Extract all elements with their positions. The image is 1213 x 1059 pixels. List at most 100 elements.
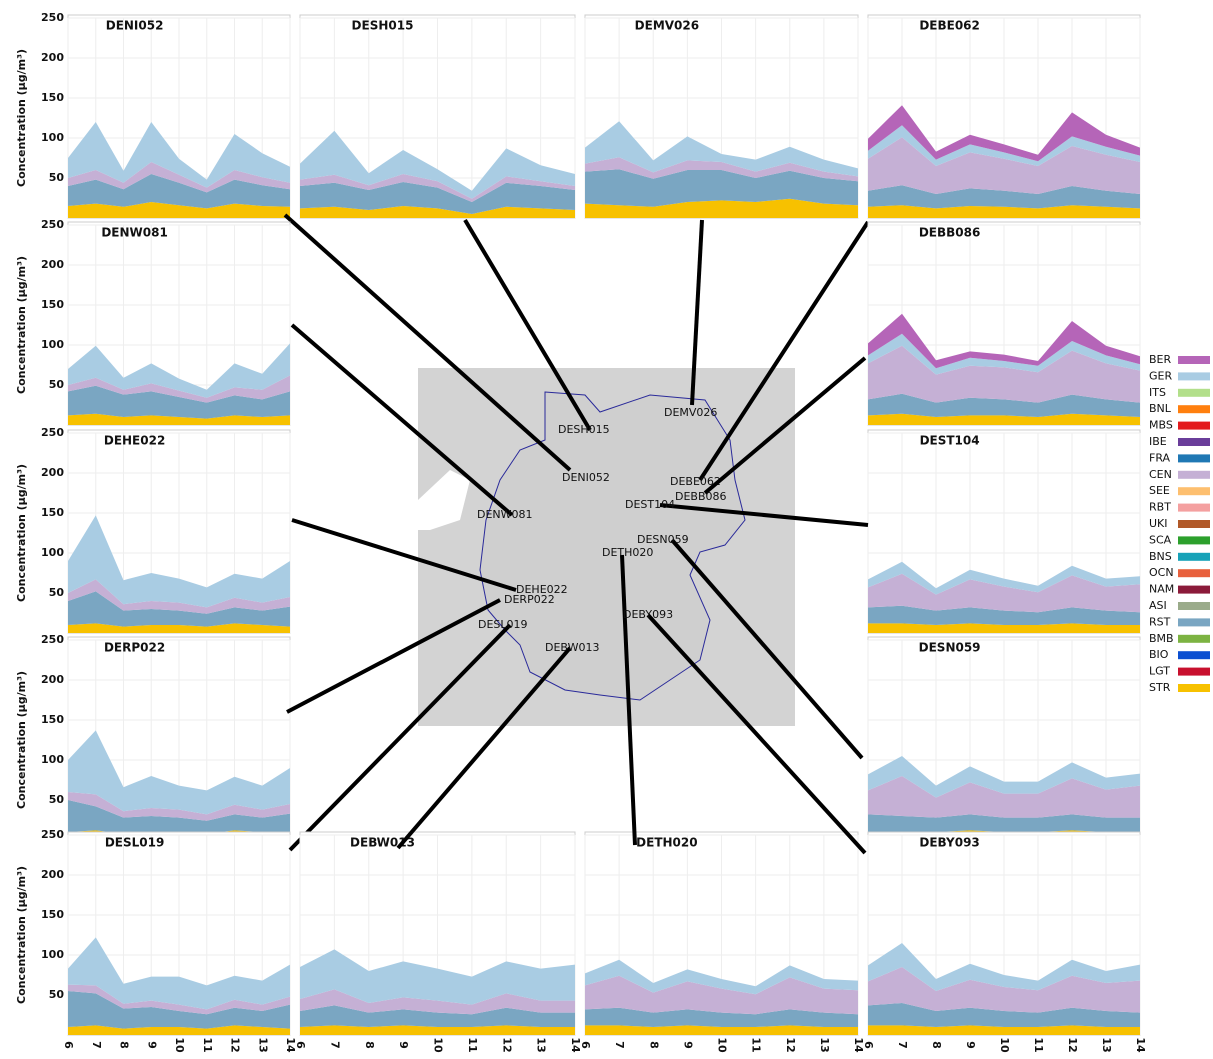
panel: 50 100 150 200 250 DEHE022 (41, 426, 291, 634)
legend-swatch (1178, 372, 1210, 381)
area (68, 122, 290, 188)
y-tick-label: 50 (49, 171, 65, 184)
x-tick-label: 12 (1066, 1037, 1079, 1052)
legend-swatch (1178, 421, 1210, 430)
area (68, 800, 290, 834)
y-axis-label: Concentration (µg/m³) (15, 464, 28, 602)
y-axis-label: Concentration (µg/m³) (15, 49, 28, 187)
legend-label: BER (1149, 353, 1171, 366)
connector (670, 538, 864, 760)
area (68, 413, 290, 425)
area (868, 185, 1140, 209)
x-tick-label: 10 (173, 1037, 186, 1053)
x-tick-label: 13 (535, 1037, 548, 1052)
area (68, 375, 290, 403)
area (585, 157, 858, 182)
area (868, 333, 1140, 375)
x-tick-label: 9 (681, 1041, 694, 1049)
area (585, 959, 858, 995)
x-tick-label: 6 (862, 1041, 875, 1049)
map-label: DEBW013 (545, 641, 599, 654)
area (868, 1025, 1140, 1035)
y-tick-label: 250 (41, 828, 64, 841)
map-label: DEMV026 (664, 406, 717, 419)
map-label: DENI052 (562, 471, 610, 484)
y-tick-label: 250 (41, 426, 64, 439)
area (868, 776, 1140, 818)
area (68, 730, 290, 815)
panel: DEMV026 (584, 14, 859, 219)
legend-label: STR (1149, 681, 1171, 694)
connector (620, 554, 637, 846)
legend-swatch (1178, 438, 1210, 446)
legend-swatch (1178, 552, 1210, 561)
legend-label: OCN (1149, 566, 1174, 579)
area (868, 573, 1140, 613)
y-tick-label: 50 (49, 378, 65, 391)
germany-outline (479, 391, 746, 701)
area (868, 205, 1140, 218)
panel: 6 7 8 9 10 11 12 13 14 DETH020 (579, 831, 865, 1053)
legend-swatch (1178, 618, 1210, 627)
legend-label: SEE (1149, 484, 1170, 497)
y-tick-label: 150 (41, 298, 64, 311)
area (68, 579, 290, 614)
panel-title: DESN059 (919, 641, 981, 655)
area (300, 206, 575, 218)
x-tick-label: 6 (62, 1041, 75, 1049)
panel-title: DEST104 (920, 434, 980, 448)
area (868, 561, 1140, 595)
connector (690, 219, 704, 406)
legend-swatch (1178, 536, 1210, 545)
legend-label: CEN (1149, 468, 1172, 481)
y-tick-label: 100 (41, 131, 64, 144)
y-tick-label: 200 (41, 673, 64, 686)
panel: DESN059 (867, 636, 1141, 841)
area (868, 345, 1140, 403)
area (68, 343, 290, 398)
legend-label: BMB (1149, 632, 1174, 645)
map-label: DEST104 (625, 498, 675, 511)
connector (646, 613, 867, 855)
area (300, 989, 575, 1015)
x-tick-label: 9 (397, 1041, 410, 1049)
x-tick-label: 14 (1134, 1037, 1147, 1053)
area (68, 202, 290, 218)
area (68, 937, 290, 1010)
connector (463, 218, 592, 432)
area (300, 130, 575, 199)
x-tick-label: 7 (896, 1041, 909, 1049)
map-label: DEHE022 (516, 583, 568, 596)
area (68, 174, 290, 209)
x-tick-label: 8 (118, 1041, 131, 1049)
x-tick-label: 13 (818, 1037, 831, 1052)
y-tick-label: 100 (41, 546, 64, 559)
legend-label: BNS (1149, 550, 1172, 563)
area (68, 792, 290, 821)
panel-title: DEBY093 (919, 836, 979, 850)
x-tick-label: 13 (1100, 1037, 1113, 1052)
area (585, 198, 858, 218)
legend-swatch (1178, 487, 1210, 496)
area (68, 385, 290, 419)
panel: DESH015 (299, 14, 576, 219)
x-tick-label: 8 (363, 1041, 376, 1049)
map-label: DENW081 (477, 508, 533, 521)
y-tick-label: 250 (41, 218, 64, 231)
x-tick-label: 6 (579, 1041, 592, 1049)
y-tick-label: 200 (41, 51, 64, 64)
area (585, 121, 858, 177)
panel-title: DETH020 (636, 836, 697, 850)
x-tick-label: 11 (201, 1037, 214, 1052)
y-tick-label: 150 (41, 713, 64, 726)
area (68, 623, 290, 633)
legend-label: FRA (1149, 451, 1171, 464)
y-tick-label: 50 (49, 793, 65, 806)
y-tick-label: 150 (41, 91, 64, 104)
area (868, 105, 1140, 162)
legend-swatch (1178, 454, 1210, 463)
panel: DEBB086 (867, 221, 1141, 426)
panel: 6 7 8 9 10 11 12 13 14 50 100 150 200 250 DESL019 (41, 828, 297, 1053)
y-tick-label: 150 (41, 908, 64, 921)
